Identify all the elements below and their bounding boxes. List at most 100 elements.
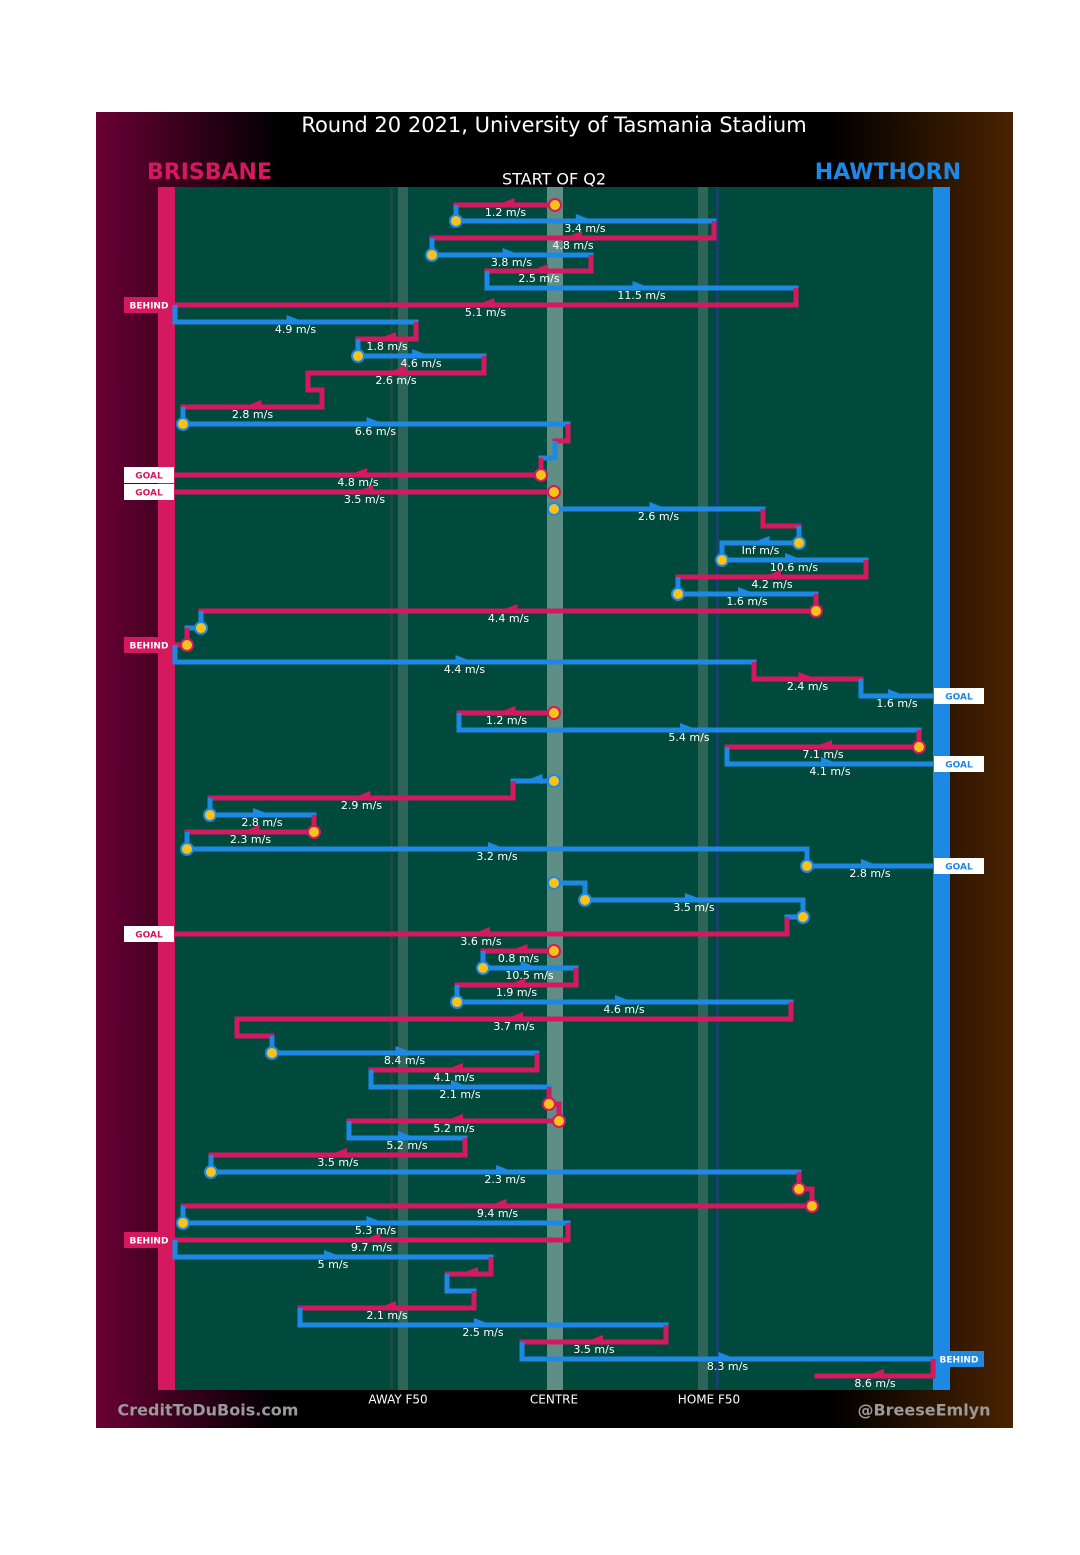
speed-label: 8.6 m/s [854, 1377, 895, 1390]
possession-flow: 1.2 m/s 3.4 m/s 4.8 m/s 3.8 m/s 2.5 m/s 11.5 … [124, 198, 984, 1390]
arrowhead [502, 248, 521, 258]
stoppage [715, 553, 729, 567]
arrowhead [349, 468, 367, 478]
arrowhead [520, 961, 539, 971]
speed-label: 3.5 m/s [573, 1343, 614, 1356]
speed-label: 4.2 m/s [751, 578, 792, 591]
arrowhead [524, 774, 543, 784]
arrowhead [324, 1250, 342, 1260]
speed-label: 4.1 m/s [433, 1071, 474, 1084]
arrowhead [395, 1046, 414, 1056]
stoppage [792, 536, 806, 550]
arrowhead [352, 791, 371, 801]
arrowhead [499, 604, 518, 614]
arrowhead [509, 944, 528, 954]
zone-label: CENTRE [530, 1393, 578, 1407]
arrowhead [378, 1301, 396, 1311]
speed-label: 4.8 m/s [337, 476, 378, 489]
speed-label: 1.6 m/s [876, 697, 917, 710]
credit: @BreeseEmlyn [857, 1401, 990, 1420]
outcome-label: BEHIND [130, 302, 169, 312]
arrowhead [451, 1080, 469, 1090]
arrowhead [507, 978, 526, 988]
speed-label: 3.4 m/s [564, 222, 605, 235]
speed-label: 5 m/s [318, 1258, 349, 1271]
stoppage [547, 944, 561, 958]
arrowhead [378, 332, 396, 342]
stoppage [204, 1165, 218, 1179]
arrowhead [785, 553, 803, 563]
speed-label: 6.6 m/s [355, 425, 396, 438]
speed-label: 3.6 m/s [460, 935, 501, 948]
arrowhead [751, 536, 770, 546]
stoppage [809, 604, 823, 618]
stoppage [796, 910, 810, 924]
zone-label: HOME F50 [678, 1393, 740, 1407]
speed-label: 1.2 m/s [486, 714, 527, 727]
arrowhead [445, 1063, 463, 1073]
arrowhead [564, 231, 582, 241]
arrowhead [398, 1131, 416, 1141]
arrowhead [241, 825, 260, 835]
arrowhead [412, 349, 430, 359]
speed-label: 2.5 m/s [462, 1326, 503, 1339]
stoppage [552, 1114, 566, 1128]
arrowhead [286, 315, 305, 325]
stoppage [805, 1199, 819, 1213]
stoppage [180, 842, 194, 856]
centre-stripe [547, 187, 563, 1390]
stoppage [425, 248, 439, 262]
outcome-label: GOAL [135, 472, 163, 482]
outcome-box [124, 484, 174, 500]
outcome-box [934, 756, 984, 772]
speed-label: 9.4 m/s [477, 1207, 518, 1220]
stoppage [194, 621, 208, 635]
arrowhead [861, 859, 879, 869]
arrowhead [366, 417, 385, 427]
arrowhead [821, 757, 839, 767]
outcome-box [124, 637, 174, 653]
arrowhead [476, 298, 495, 308]
arrowhead [488, 1199, 507, 1209]
stoppage [800, 859, 814, 873]
stoppage [547, 706, 561, 720]
arrowhead [496, 1165, 514, 1175]
arrowhead [585, 1335, 603, 1345]
outcome-label: BEHIND [940, 1356, 979, 1366]
stoppage [450, 995, 464, 1009]
speed-label: 2.8 m/s [849, 867, 890, 880]
speed-label: 3.5 m/s [344, 493, 385, 506]
outcome-box [934, 858, 984, 874]
arrowhead [472, 927, 490, 937]
speed-label: 5.2 m/s [386, 1139, 427, 1152]
arrowhead [615, 995, 633, 1005]
arrowhead [505, 1012, 523, 1022]
arrowhead [362, 1233, 381, 1243]
speed-label: 4.4 m/s [488, 612, 529, 625]
speed-label: 5.2 m/s [433, 1122, 474, 1135]
stoppage [792, 1182, 806, 1196]
outcome-label: GOAL [135, 489, 163, 499]
outcome-label: GOAL [945, 761, 973, 771]
speed-label: 2.9 m/s [341, 799, 382, 812]
speed-label: 3.5 m/s [673, 901, 714, 914]
stoppage [671, 587, 685, 601]
speed-label: 8.4 m/s [384, 1054, 425, 1067]
arrowhead [649, 502, 668, 512]
stoppage [547, 876, 561, 890]
arrowhead [488, 842, 506, 852]
speed-label: 1.6 m/s [726, 595, 767, 608]
speed-label: 2.6 m/s [638, 510, 679, 523]
arrowhead [718, 1352, 737, 1362]
arrowhead [632, 281, 651, 291]
speed-label: 4.9 m/s [275, 323, 316, 336]
speed-label: 9.7 m/s [351, 1241, 392, 1254]
speed-label: 3.5 m/s [317, 1156, 358, 1169]
arrowhead [387, 366, 405, 376]
arrowhead [576, 214, 594, 224]
speed-label: 4.4 m/s [444, 663, 485, 676]
arrowhead [243, 400, 262, 410]
title: Round 20 2021, University of Tasmania St… [301, 113, 806, 137]
speed-label: 7.1 m/s [802, 748, 843, 761]
